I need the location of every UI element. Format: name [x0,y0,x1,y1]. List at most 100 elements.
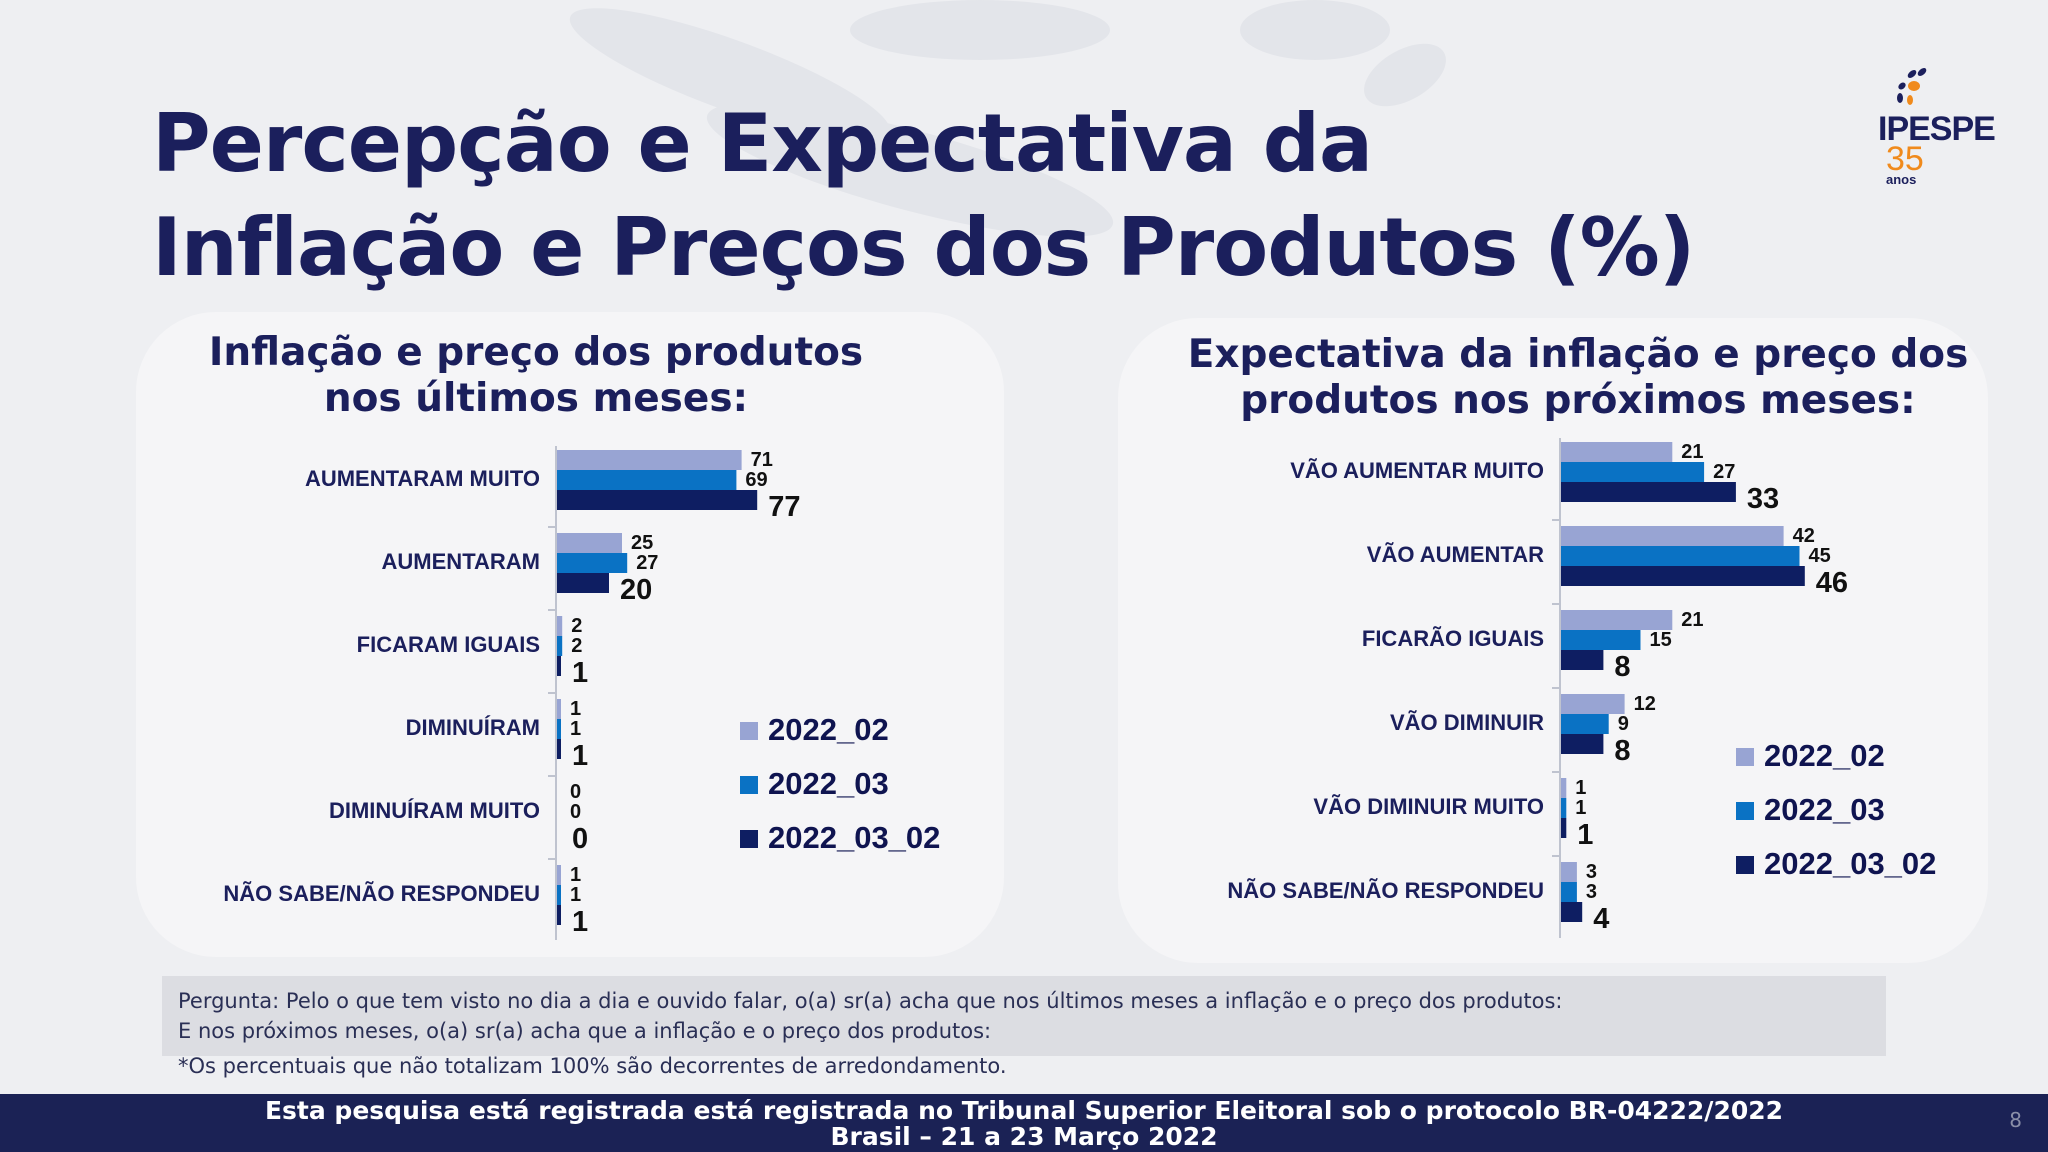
legend-label: 2022_02 [1764,738,1885,773]
legend-swatch [1736,748,1754,766]
legend-swatch [740,830,758,848]
legend-label: 2022_03_02 [1764,846,1936,881]
bar-2022_02 [557,616,563,636]
data-label: 69 [745,469,767,491]
data-label: 3 [1586,861,1597,883]
left-chart-title-line1: Inflação e preço dos produtos [208,330,864,375]
category-label: NÃO SABE/NÃO RESPONDEU [223,881,540,906]
bar-2022_03_02 [557,490,758,510]
legend-label: 2022_03 [768,766,889,801]
data-label: 21 [1681,441,1703,463]
bar-2022_03_02 [1561,902,1583,922]
data-label: 46 [1816,567,1848,599]
bar-2022_02 [557,450,742,470]
bar-2022_03 [1561,546,1800,566]
data-label: 8 [1614,735,1630,767]
bar-2022_03_02 [557,739,561,759]
bar-2022_02 [557,865,561,885]
category-label: VÃO DIMINUIR MUITO [1313,794,1544,819]
footer-line1: Esta pesquisa está registrada está regis… [264,1096,1784,1125]
category-label: VÃO AUMENTAR [1367,542,1544,567]
category-label: DIMINUÍRAM [406,715,540,740]
legend-swatch [1736,856,1754,874]
data-label: 1 [1575,797,1586,819]
category-label: DIMINUÍRAM MUITO [329,798,540,823]
data-label: 12 [1634,693,1656,715]
bar-2022_02 [1561,610,1673,630]
logo-name: IPESPE [1878,110,1996,148]
bar-2022_03 [557,553,628,573]
legend-label: 2022_03 [1764,792,1885,827]
category-label: NÃO SABE/NÃO RESPONDEU [1227,878,1544,903]
bar-2022_03 [1561,462,1705,482]
legend-swatch [740,776,758,794]
data-label: 27 [636,552,658,574]
data-label: 1 [572,657,588,689]
bar-2022_03 [557,885,561,905]
data-label: 1 [1577,819,1593,851]
bar-2022_03 [557,636,563,656]
bar-2022_02 [1561,442,1673,462]
data-label: 33 [1747,483,1779,515]
footer-bar: Esta pesquisa está registrada está regis… [0,1094,2048,1152]
category-label: VÃO AUMENTAR MUITO [1290,458,1544,483]
ipespe-logo: IPESPE 35 anos [1872,62,2022,192]
page-title-line2: Inflação e Preços dos Produtos (%) [152,201,1695,294]
bar-2022_02 [557,699,561,719]
right-chart-title-line2: produtos nos próximos meses: [1240,378,1916,423]
bar-2022_03_02 [557,656,561,676]
background-shape [850,0,1110,60]
data-label: 45 [1809,545,1831,567]
category-label: AUMENTARAM MUITO [305,466,540,491]
left-chart-title: Inflação e preço dos produtos nos último… [176,330,896,422]
category-label: FICARAM IGUAIS [357,632,540,657]
left-chart-panel [136,312,1004,957]
background-shape [1240,0,1390,60]
data-label: 1 [570,718,581,740]
left-chart-title-line2: nos últimos meses: [323,376,749,421]
data-label: 1 [570,698,581,720]
page-title: Percepção e Expectativa da Inflação e Pr… [152,92,1695,300]
category-label: VÃO DIMINUIR [1390,710,1544,735]
bar-2022_02 [557,533,622,553]
data-label: 27 [1713,461,1735,483]
right-bar-chart: VÃO AUMENTAR MUITO 21 27 33 VÃO AUMENTAR 4245… [1227,438,1936,938]
right-chart-title-line1: Expectativa da inflação e preço dos [1187,332,1969,377]
legend-swatch [740,722,758,740]
question-box: Pergunta: Pelo o que tem visto no dia a … [162,976,1886,1056]
data-label: 8 [1614,651,1630,683]
data-label: 15 [1650,629,1672,651]
bar-2022_03_02 [1561,734,1604,754]
data-label: 77 [768,491,800,523]
logo-number: 35 [1886,140,1924,178]
bar-2022_02 [1561,526,1784,546]
data-label: 71 [751,449,773,471]
data-label: 9 [1618,713,1629,735]
bar-2022_03 [1561,798,1567,818]
data-label: 21 [1681,609,1703,631]
legend-label: 2022_02 [768,712,889,747]
data-label: 20 [620,574,652,606]
data-label: 0 [570,781,581,803]
bar-2022_03 [1561,714,1609,734]
bar-2022_03_02 [1561,650,1604,670]
bar-2022_03_02 [557,573,609,593]
bar-2022_03 [1561,630,1641,650]
bar-2022_03 [1561,882,1577,902]
legend-swatch [1736,802,1754,820]
data-label: 0 [572,823,588,855]
data-label: 1 [572,906,588,938]
right-chart-title: Expectativa da inflação e preço dos prod… [1178,332,1978,424]
category-label: FICARÃO IGUAIS [1362,626,1544,651]
data-label: 0 [570,801,581,823]
footnote: *Os percentuais que não totalizam 100% s… [178,1054,1007,1078]
legend-label: 2022_03_02 [768,820,940,855]
data-label: 1 [1575,777,1586,799]
data-label: 2 [571,635,582,657]
data-label: 1 [570,884,581,906]
bar-2022_03 [557,719,561,739]
bar-2022_03_02 [1561,566,1805,586]
bar-2022_03_02 [1561,482,1736,502]
bar-2022_02 [1561,862,1577,882]
data-label: 4 [1593,903,1609,935]
